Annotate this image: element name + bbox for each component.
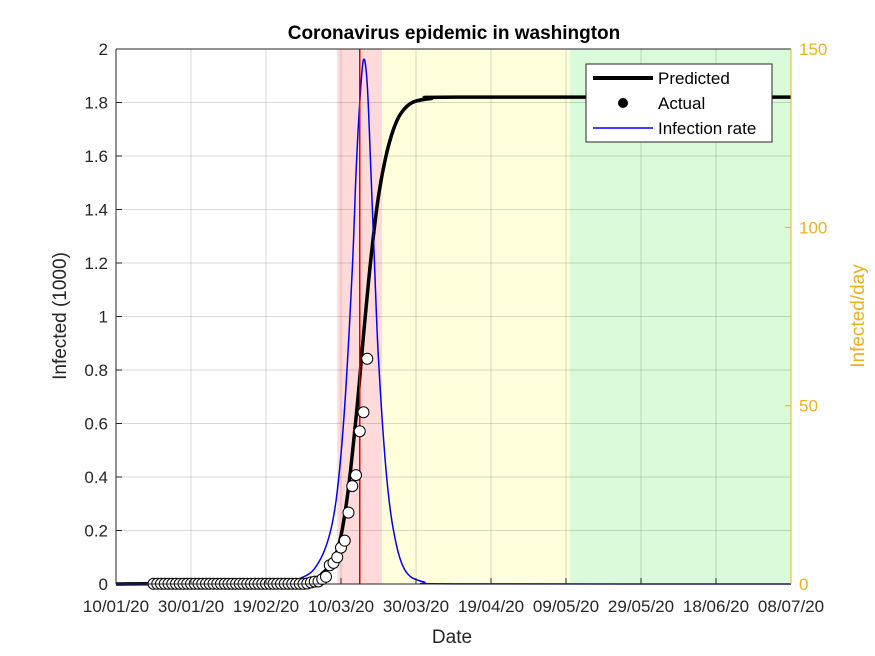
y-right-tick-label: 50 — [799, 397, 818, 416]
legend-predicted-label: Predicted — [658, 69, 730, 88]
y-right-tick-label: 100 — [799, 218, 827, 237]
x-tick-label: 10/01/20 — [83, 597, 149, 616]
y-tick-label: 0.2 — [84, 522, 108, 541]
x-tick-label: 10/03/20 — [308, 597, 374, 616]
legend: Predicted Actual Infection rate — [585, 63, 773, 143]
y-right-tick-label: 0 — [799, 575, 808, 594]
legend-actual-label: Actual — [658, 94, 705, 113]
actual-point — [353, 425, 366, 438]
phase-region-1 — [382, 49, 570, 584]
y-tick-label: 1.8 — [84, 94, 108, 113]
x-tick-label: 18/06/20 — [683, 597, 749, 616]
actual-point — [350, 469, 362, 482]
chart-title: Coronavirus epidemic in washington — [288, 23, 621, 44]
y-tick-label: 0.6 — [84, 415, 108, 434]
y-tick-label: 0.8 — [84, 361, 108, 380]
y-tick-label: 0.4 — [84, 468, 108, 487]
y-tick-label: 0 — [99, 575, 108, 594]
axes: 10/01/20 30/01/20 19/02/20 10/03/20 30/03/20… — [83, 40, 827, 616]
x-tick-label: 30/03/20 — [383, 597, 449, 616]
x-tick-label: 09/05/20 — [533, 597, 599, 616]
y-right-tick-label: 150 — [799, 40, 827, 59]
legend-actual-swatch — [618, 98, 628, 108]
y-tick-label: 1.2 — [84, 254, 108, 273]
x-tick-label: 19/02/20 — [233, 597, 299, 616]
x-tick-label: 30/01/20 — [158, 597, 224, 616]
actual-point — [361, 352, 374, 365]
actual-point — [338, 534, 351, 547]
y-axis-label: Infected (1000) — [50, 252, 71, 380]
x-tick-label: 08/07/20 — [758, 597, 824, 616]
y-tick-label: 2 — [99, 40, 108, 59]
y-axis-right-label: Infected/day — [848, 264, 869, 368]
actual-point — [342, 506, 355, 519]
actual-point — [320, 570, 332, 583]
x-tick-label: 29/05/20 — [608, 597, 674, 616]
y-tick-label: 1.4 — [84, 201, 108, 220]
y-tick-label: 1 — [99, 308, 108, 327]
x-tick-label: 19/04/20 — [458, 597, 524, 616]
legend-infection-rate-label: Infection rate — [658, 119, 756, 138]
x-axis-label: Date — [432, 627, 472, 648]
y-tick-label: 1.6 — [84, 147, 108, 166]
actual-point — [357, 406, 370, 419]
infection-rate-line — [115, 58, 792, 585]
actual-point — [346, 480, 359, 493]
